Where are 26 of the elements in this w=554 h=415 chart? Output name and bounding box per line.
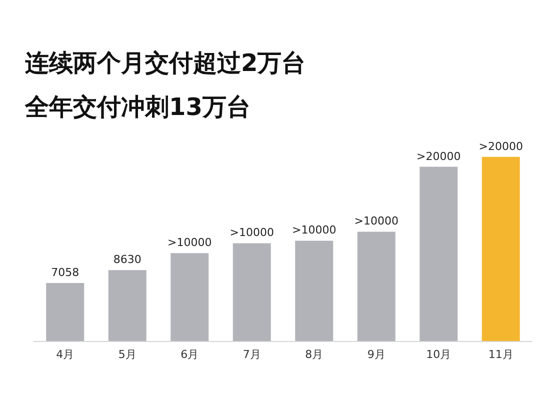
data-label: >10000	[168, 236, 212, 250]
bar	[295, 240, 334, 341]
data-label: 8630	[113, 253, 142, 266]
x-tick-label: 6月	[180, 348, 199, 361]
data-label: >10000	[230, 226, 274, 240]
bar	[357, 232, 396, 341]
bar	[170, 253, 209, 341]
bar	[46, 283, 84, 341]
x-tick-label: 11月	[488, 348, 514, 361]
bar	[108, 270, 146, 341]
x-tick-label: 7月	[242, 348, 261, 361]
x-tick-label: 9月	[367, 348, 386, 361]
x-tick-label: 4月	[56, 348, 74, 361]
data-label: >20000	[478, 140, 523, 153]
x-tick-label: 8月	[305, 348, 324, 361]
chart-subtitle: 全年交付冲刺13万台	[24, 93, 250, 121]
data-label: >20000	[416, 150, 461, 163]
bar	[420, 166, 458, 341]
chart-title: 连续两个月交付超过2万台	[24, 49, 306, 77]
bar	[232, 243, 271, 341]
data-label: 7058	[51, 266, 80, 279]
data-label: >10000	[292, 224, 336, 237]
x-tick-label: 5月	[118, 348, 136, 361]
data-label: >10000	[354, 214, 398, 228]
bar	[482, 156, 520, 341]
x-tick-label: 10月	[426, 348, 452, 361]
